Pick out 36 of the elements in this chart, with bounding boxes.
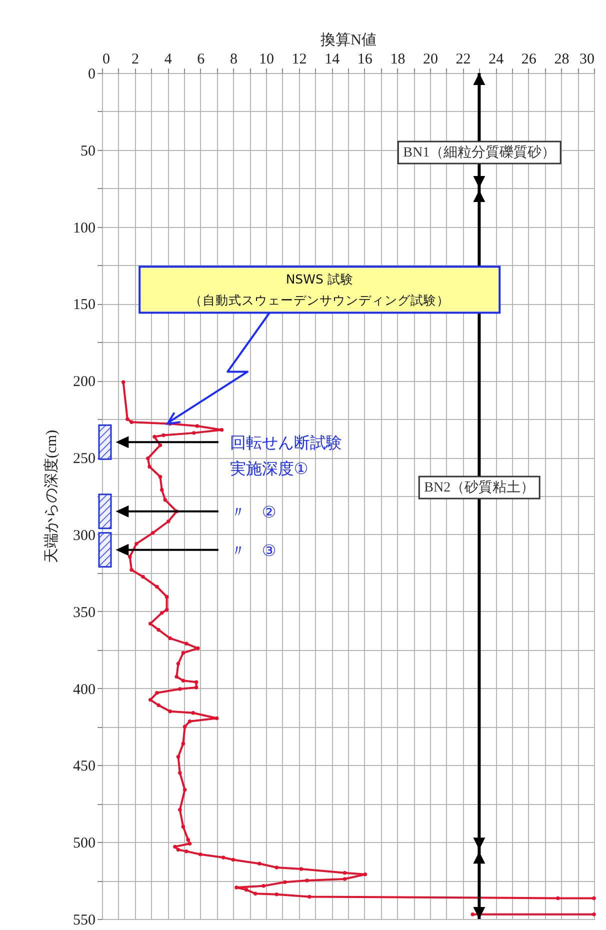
x-tick-label: 20	[423, 52, 438, 68]
x-tick-label: 12	[292, 52, 307, 68]
x-tick-label: 18	[390, 52, 406, 68]
x-tick-label: 22	[456, 52, 471, 68]
x-tick-label: 28	[554, 52, 570, 68]
x-axis-title: 換算N値	[320, 32, 376, 48]
y-tick-label: 0	[88, 66, 96, 82]
y-axis-title: 天端からの深度(cm)	[43, 430, 60, 564]
y-tick-label: 100	[73, 220, 96, 236]
x-tick-label: 0	[102, 52, 110, 68]
x-tick-label: 30	[580, 52, 594, 68]
x-tick-label: 6	[197, 52, 206, 68]
y-tick-label: 200	[73, 374, 96, 390]
y-tick-label: 450	[73, 758, 96, 775]
y-tick-label: 350	[73, 604, 96, 621]
y-tick-label: 400	[73, 682, 96, 698]
y-tick-label: 250	[73, 451, 96, 468]
y-tick-label: 500	[73, 836, 96, 852]
y-tick-label: 150	[73, 297, 96, 314]
annotation: NSWS 試験（自動式スウェーデンサウンディング試験）	[190, 272, 450, 308]
x-tick-label: 24	[488, 52, 504, 68]
y-tick-label: 50	[80, 143, 96, 160]
x-tick-label: 4	[164, 52, 172, 68]
y-tick-label: 300	[73, 528, 96, 544]
x-tick-label: 14	[324, 52, 340, 68]
annotation: BN1（細粒分質礫質砂）	[403, 144, 556, 161]
ref-line-label: 回転せん断試験実施深度①	[230, 433, 342, 478]
x-tick-label: 8	[230, 52, 238, 68]
x-tick-label: 16	[357, 52, 373, 68]
ref-line-label: 〃 ③	[230, 540, 276, 560]
x-tick-label: 26	[521, 52, 537, 68]
x-tick-label: 10	[259, 52, 274, 68]
x-tick-label: 2	[132, 52, 140, 68]
ref-line-label: 〃 ②	[230, 502, 276, 522]
annotation: BN2（砂質粘土）	[424, 480, 535, 496]
y-tick-label: 550	[73, 912, 96, 928]
